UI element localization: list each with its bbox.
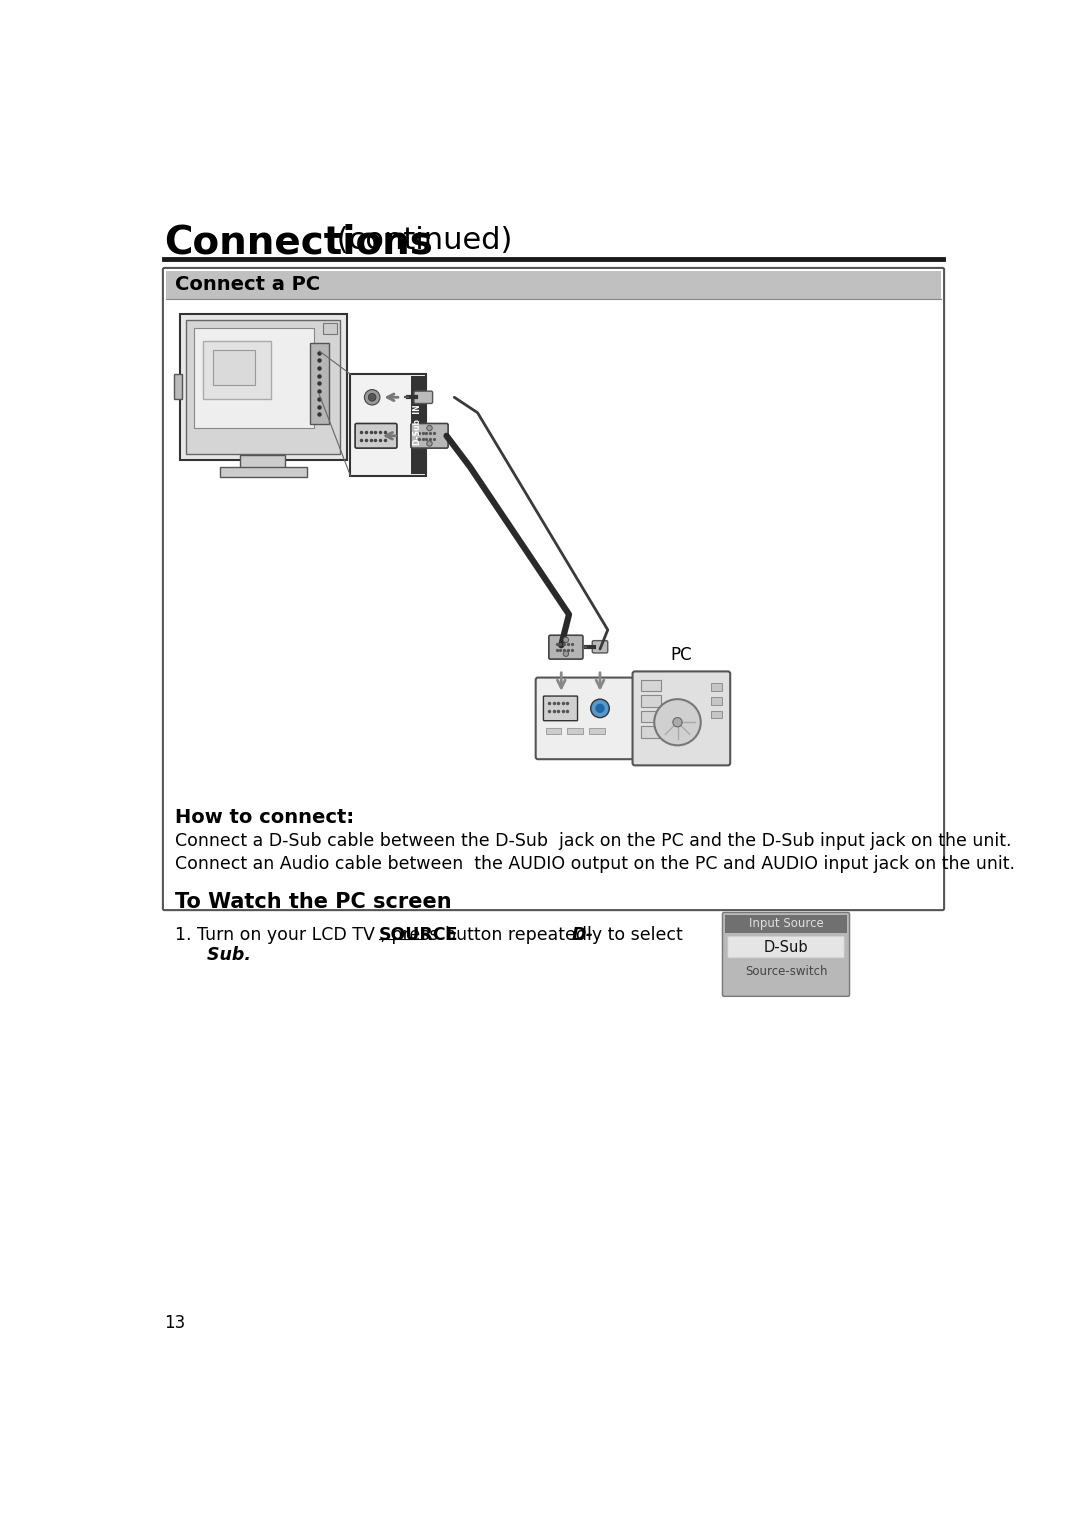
- Bar: [642, 680, 661, 692]
- Text: Connections: Connections: [164, 223, 433, 261]
- Text: D-Sub  IN: D-Sub IN: [414, 405, 422, 446]
- Text: (continued): (continued): [327, 226, 513, 255]
- Circle shape: [427, 426, 432, 431]
- FancyBboxPatch shape: [323, 324, 337, 334]
- FancyBboxPatch shape: [310, 344, 328, 425]
- FancyBboxPatch shape: [350, 374, 427, 476]
- Text: PC: PC: [671, 646, 692, 664]
- Bar: [642, 727, 661, 738]
- Text: D-: D-: [571, 925, 593, 944]
- Bar: [166, 270, 941, 299]
- Circle shape: [427, 441, 432, 446]
- Circle shape: [595, 704, 605, 713]
- Text: button repeatedly to select: button repeatedly to select: [422, 925, 688, 944]
- Text: SOURCE: SOURCE: [379, 925, 459, 944]
- Bar: [410, 376, 424, 475]
- Text: D-Sub: D-Sub: [764, 939, 808, 954]
- Text: Connect a PC: Connect a PC: [175, 275, 321, 295]
- Bar: [642, 710, 661, 722]
- FancyBboxPatch shape: [543, 696, 578, 721]
- Bar: [567, 728, 583, 734]
- Bar: [642, 695, 661, 707]
- FancyBboxPatch shape: [633, 672, 730, 765]
- FancyBboxPatch shape: [536, 678, 633, 759]
- FancyBboxPatch shape: [180, 315, 347, 461]
- Text: To Watch the PC screen: To Watch the PC screen: [175, 892, 451, 912]
- FancyBboxPatch shape: [203, 341, 271, 399]
- Bar: [590, 728, 605, 734]
- FancyBboxPatch shape: [220, 467, 307, 476]
- Circle shape: [591, 699, 609, 718]
- FancyBboxPatch shape: [723, 913, 850, 996]
- Text: 1. Turn on your LCD TV , press: 1. Turn on your LCD TV , press: [175, 925, 444, 944]
- Circle shape: [364, 389, 380, 405]
- FancyBboxPatch shape: [728, 936, 845, 957]
- FancyBboxPatch shape: [163, 267, 944, 910]
- Bar: [725, 915, 847, 933]
- Bar: [545, 728, 562, 734]
- Bar: [711, 683, 721, 690]
- FancyBboxPatch shape: [592, 641, 608, 654]
- Text: Connect a D-Sub cable between the D-Sub  jack on the PC and the D-Sub input jack: Connect a D-Sub cable between the D-Sub …: [175, 832, 1012, 849]
- Circle shape: [368, 394, 376, 402]
- FancyBboxPatch shape: [194, 328, 314, 428]
- FancyBboxPatch shape: [355, 423, 397, 447]
- Circle shape: [673, 718, 683, 727]
- Bar: [711, 710, 721, 718]
- FancyBboxPatch shape: [186, 321, 340, 454]
- FancyBboxPatch shape: [414, 391, 433, 403]
- Text: Source-switch: Source-switch: [745, 965, 827, 979]
- Text: Sub.: Sub.: [189, 947, 252, 965]
- Bar: [711, 696, 721, 704]
- FancyBboxPatch shape: [410, 423, 448, 447]
- Circle shape: [563, 637, 568, 643]
- Text: Input Source: Input Source: [748, 918, 823, 930]
- Text: 13: 13: [164, 1315, 186, 1332]
- FancyBboxPatch shape: [174, 374, 181, 399]
- Circle shape: [563, 651, 568, 657]
- FancyBboxPatch shape: [549, 635, 583, 660]
- Circle shape: [654, 699, 701, 745]
- FancyBboxPatch shape: [213, 350, 255, 385]
- Text: How to connect:: How to connect:: [175, 808, 354, 828]
- FancyBboxPatch shape: [241, 455, 285, 469]
- Text: Connect an Audio cable between  the AUDIO output on the PC and AUDIO input jack : Connect an Audio cable between the AUDIO…: [175, 855, 1015, 872]
